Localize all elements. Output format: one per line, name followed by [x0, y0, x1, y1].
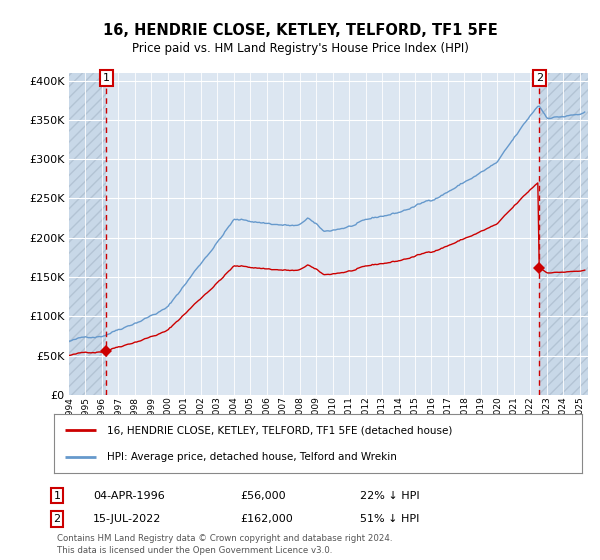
Text: 1: 1 — [53, 491, 61, 501]
Text: Contains HM Land Registry data © Crown copyright and database right 2024.
This d: Contains HM Land Registry data © Crown c… — [57, 534, 392, 555]
Bar — [69, 73, 106, 395]
Bar — [539, 73, 588, 395]
Text: 16, HENDRIE CLOSE, KETLEY, TELFORD, TF1 5FE: 16, HENDRIE CLOSE, KETLEY, TELFORD, TF1 … — [103, 24, 497, 38]
Bar — [69, 73, 106, 395]
Text: HPI: Average price, detached house, Telford and Wrekin: HPI: Average price, detached house, Telf… — [107, 452, 397, 463]
Text: 51% ↓ HPI: 51% ↓ HPI — [360, 514, 419, 524]
Text: 16, HENDRIE CLOSE, KETLEY, TELFORD, TF1 5FE (detached house): 16, HENDRIE CLOSE, KETLEY, TELFORD, TF1 … — [107, 425, 452, 435]
Text: £56,000: £56,000 — [240, 491, 286, 501]
Text: 15-JUL-2022: 15-JUL-2022 — [93, 514, 161, 524]
Text: 04-APR-1996: 04-APR-1996 — [93, 491, 165, 501]
Text: Price paid vs. HM Land Registry's House Price Index (HPI): Price paid vs. HM Land Registry's House … — [131, 42, 469, 55]
Text: 1: 1 — [103, 73, 110, 83]
Text: 22% ↓ HPI: 22% ↓ HPI — [360, 491, 419, 501]
Bar — [539, 73, 588, 395]
Text: 2: 2 — [536, 73, 543, 83]
Text: £162,000: £162,000 — [240, 514, 293, 524]
Text: 2: 2 — [53, 514, 61, 524]
